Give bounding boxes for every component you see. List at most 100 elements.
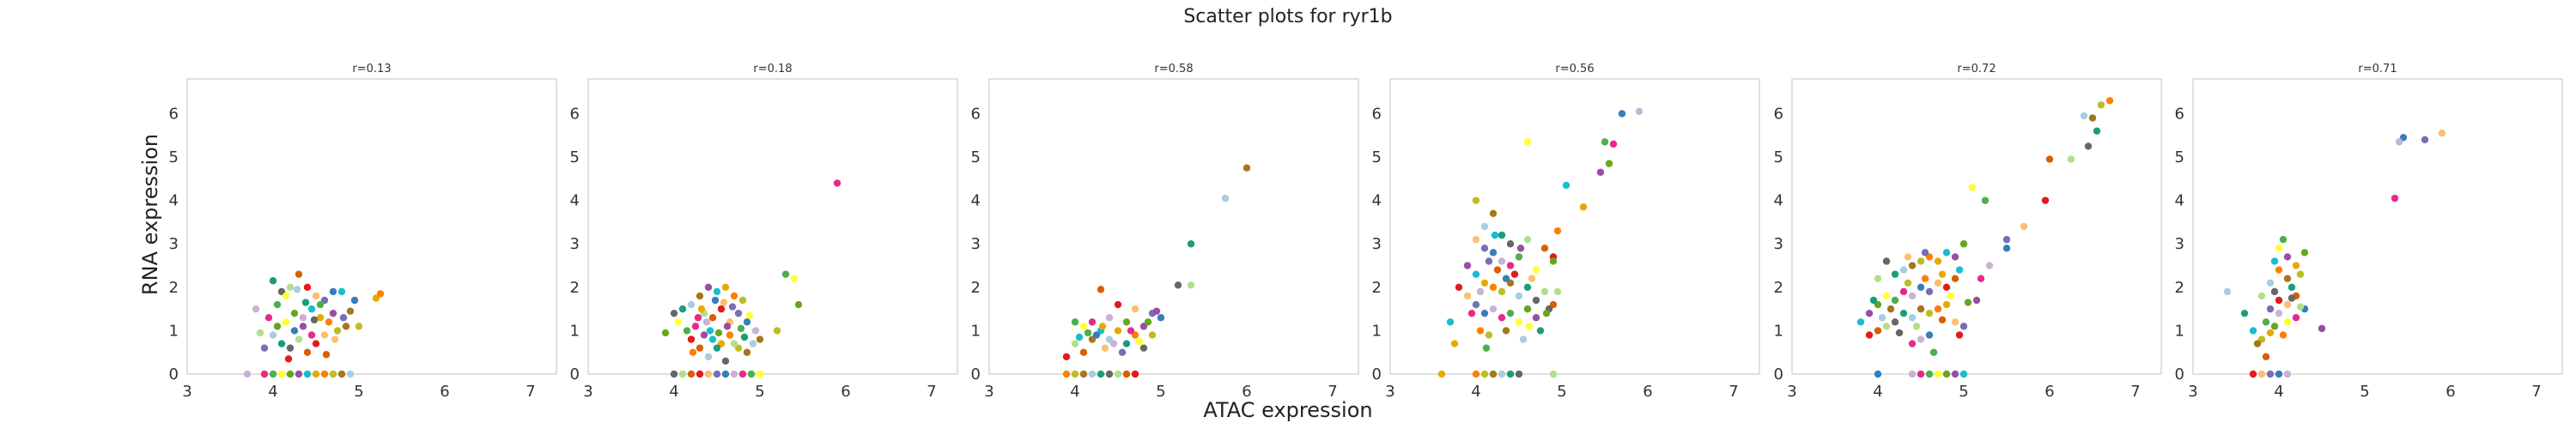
data-point — [713, 287, 721, 296]
data-point — [2266, 329, 2275, 337]
data-point — [1540, 245, 1549, 252]
y-tick-label: 1 — [570, 322, 580, 340]
data-point — [1515, 253, 1523, 261]
data-point — [1925, 370, 1934, 378]
data-point — [1899, 309, 1908, 317]
data-point — [1921, 275, 1929, 282]
data-point — [756, 335, 764, 343]
panel-frame — [587, 78, 958, 375]
x-tick-label: 5 — [2360, 383, 2369, 401]
data-point — [312, 370, 320, 378]
data-point — [1446, 318, 1455, 326]
y-tick-label: 0 — [2175, 366, 2184, 384]
data-point — [694, 314, 702, 322]
data-point — [2275, 309, 2283, 317]
data-point — [299, 323, 307, 330]
x-tick-label: 5 — [1959, 383, 1968, 401]
data-point — [1917, 335, 1925, 343]
data-point — [2287, 283, 2296, 292]
data-point — [1489, 283, 1498, 292]
x-tick-label: 4 — [2274, 383, 2283, 401]
panel-title: r=0.72 — [1957, 63, 1996, 76]
data-point — [1951, 370, 1959, 378]
x-tick-label: 4 — [268, 383, 277, 401]
data-point — [1891, 296, 1899, 305]
data-point — [687, 335, 696, 343]
data-point — [2253, 340, 2262, 347]
data-point — [1489, 305, 1498, 313]
x-tick-label: 4 — [1070, 383, 1079, 401]
y-axis-label: RNA expression — [138, 134, 162, 295]
data-point — [1904, 279, 1912, 287]
data-point — [1532, 266, 1540, 274]
y-tick-label: 4 — [971, 192, 981, 210]
data-point — [1455, 283, 1463, 292]
data-point — [303, 283, 312, 292]
data-point — [1540, 287, 1549, 296]
panel-title: r=0.71 — [2358, 63, 2397, 76]
y-tick-label: 2 — [570, 279, 580, 297]
data-point — [1968, 184, 1977, 191]
data-point — [711, 296, 720, 305]
data-point — [2283, 253, 2292, 261]
data-point — [1489, 370, 1498, 378]
data-point — [2292, 262, 2300, 269]
data-point — [1114, 300, 1122, 309]
data-point — [2002, 245, 2011, 252]
data-point — [702, 318, 711, 326]
data-point — [303, 370, 312, 378]
data-point — [2020, 222, 2028, 231]
data-point — [696, 344, 704, 352]
data-point — [1938, 270, 1947, 278]
data-point — [696, 292, 704, 300]
panel-title: r=0.18 — [753, 63, 792, 76]
data-point — [2088, 114, 2097, 122]
data-point — [2105, 97, 2114, 105]
data-point — [1609, 140, 1618, 148]
data-point — [734, 309, 743, 317]
data-point — [1139, 344, 1148, 352]
data-point — [2240, 309, 2249, 317]
data-point — [1088, 370, 1097, 378]
data-point — [1498, 231, 1506, 239]
data-point — [713, 370, 721, 378]
data-point — [1886, 305, 1895, 313]
data-point — [687, 370, 696, 378]
data-point — [1525, 323, 1534, 330]
data-point — [1951, 253, 1959, 261]
data-point — [333, 327, 342, 335]
data-point — [1908, 340, 1917, 347]
data-point — [329, 287, 337, 296]
data-point — [1908, 292, 1917, 300]
data-point — [1917, 257, 1925, 265]
data-point — [678, 305, 687, 313]
y-tick-label: 0 — [570, 366, 580, 384]
data-point — [2266, 305, 2275, 313]
y-tick-label: 3 — [2175, 235, 2184, 253]
data-point — [282, 292, 290, 300]
data-point — [728, 303, 737, 311]
data-point — [1899, 287, 1908, 296]
data-point — [1959, 240, 1968, 248]
data-point — [747, 370, 756, 378]
data-point — [726, 331, 734, 339]
scatter-panel: r=0.71 3 4 5 6 7 0 1 2 3 4 5 6 — [2175, 63, 2563, 401]
data-point — [1480, 370, 1489, 378]
panel-frame — [2192, 78, 2563, 375]
y-tick-label: 3 — [570, 235, 580, 253]
data-point — [1098, 323, 1107, 330]
data-point — [1601, 138, 1609, 146]
x-tick-label: 6 — [2044, 383, 2054, 401]
data-point — [1450, 340, 1459, 347]
x-tick-label: 7 — [1327, 383, 1337, 401]
data-point — [2045, 155, 2054, 163]
data-point — [1536, 327, 1545, 335]
y-tick-label: 3 — [1372, 235, 1382, 253]
panel-frame — [988, 78, 1359, 375]
data-point — [1144, 318, 1152, 326]
x-tick-label: 3 — [583, 383, 592, 401]
data-point — [1549, 370, 1558, 378]
x-tick-label: 3 — [984, 383, 993, 401]
data-point — [320, 331, 329, 339]
